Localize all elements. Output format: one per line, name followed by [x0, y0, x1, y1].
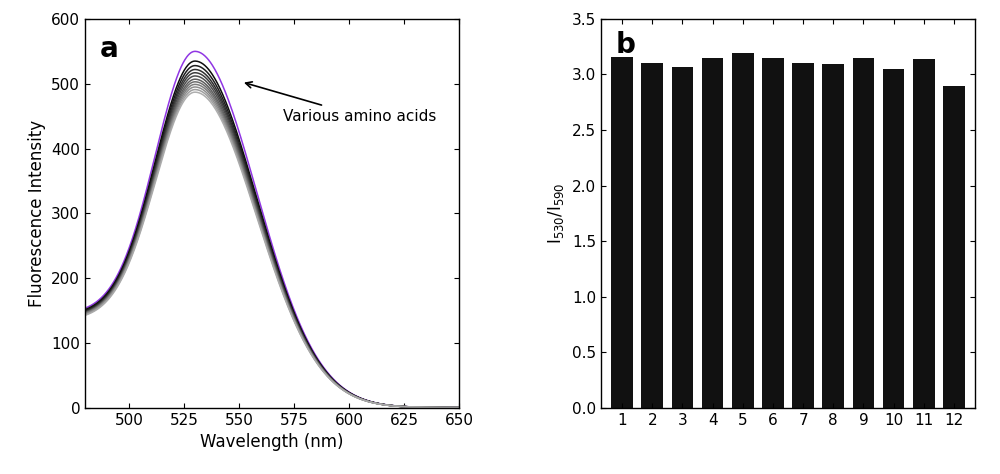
Bar [641, 64, 663, 408]
Bar [702, 58, 723, 408]
Bar [792, 64, 814, 408]
Bar [611, 57, 633, 408]
Bar [732, 54, 754, 408]
Bar [822, 64, 844, 408]
Text: a: a [100, 35, 119, 63]
X-axis label: Wavelength (nm): Wavelength (nm) [200, 433, 344, 451]
Bar [883, 69, 904, 408]
Text: b: b [616, 31, 636, 59]
Bar [913, 59, 935, 408]
Y-axis label: I$_{530}$/I$_{590}$: I$_{530}$/I$_{590}$ [546, 182, 566, 244]
Bar [762, 58, 784, 408]
Bar [853, 58, 874, 408]
Text: Various amino acids: Various amino acids [246, 82, 436, 124]
Bar [672, 67, 693, 408]
Bar [943, 86, 965, 408]
Y-axis label: Fluorescence Intensity: Fluorescence Intensity [28, 120, 46, 307]
